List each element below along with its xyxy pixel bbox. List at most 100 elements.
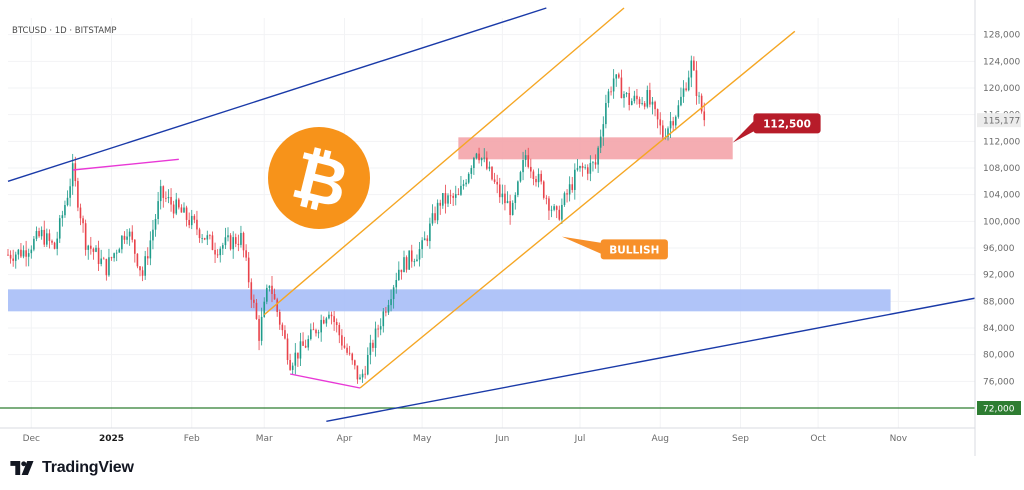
candle-body-140 bbox=[369, 342, 372, 355]
axes: 128,000124,000120,000116,000112,000108,0… bbox=[0, 0, 1024, 456]
candle-body-167 bbox=[439, 202, 442, 206]
candle-187 bbox=[491, 166, 493, 181]
candle-body-171 bbox=[449, 195, 452, 197]
candle-173 bbox=[454, 185, 457, 206]
tradingview-brand[interactable]: TradingView bbox=[10, 457, 134, 479]
candle-body-74 bbox=[198, 229, 201, 239]
candle-52 bbox=[141, 266, 144, 282]
candle-body-107 bbox=[284, 330, 286, 339]
candle-body-243 bbox=[636, 95, 638, 100]
candle-106 bbox=[281, 322, 284, 336]
candle-body-26 bbox=[74, 163, 77, 182]
candle-body-198 bbox=[519, 172, 522, 182]
candle-body-129 bbox=[341, 335, 343, 346]
candle-243 bbox=[636, 88, 638, 105]
candle-body-85 bbox=[227, 235, 229, 238]
candle-body-160 bbox=[421, 240, 423, 250]
chart-background bbox=[0, 0, 1024, 456]
candle-228 bbox=[597, 145, 599, 173]
candle-197 bbox=[517, 180, 519, 198]
candle-body-97 bbox=[258, 318, 260, 341]
candle-97 bbox=[258, 315, 260, 351]
candle-body-141 bbox=[372, 342, 374, 348]
candle-body-59 bbox=[159, 186, 162, 202]
candle-32 bbox=[90, 236, 92, 255]
candle-body-101 bbox=[268, 285, 271, 288]
candle-body-222 bbox=[581, 165, 584, 169]
candle-body-200 bbox=[524, 155, 527, 161]
candle-38 bbox=[105, 258, 108, 281]
candle-209 bbox=[548, 196, 550, 221]
candle-182 bbox=[478, 147, 480, 164]
candle-45 bbox=[123, 231, 126, 244]
candle-54 bbox=[146, 247, 149, 266]
candle-19 bbox=[56, 231, 58, 256]
candle-body-133 bbox=[351, 353, 354, 361]
candle-body-175 bbox=[460, 185, 462, 195]
candle-151 bbox=[398, 261, 400, 281]
candle-78 bbox=[209, 234, 211, 240]
candle-80 bbox=[214, 242, 216, 263]
candle-body-225 bbox=[589, 162, 592, 174]
candle-body-10 bbox=[33, 238, 35, 250]
candle-body-237 bbox=[620, 77, 623, 99]
candle-180 bbox=[473, 156, 475, 175]
candle-body-195 bbox=[511, 202, 514, 216]
candle-body-64 bbox=[172, 204, 175, 214]
candle-242 bbox=[633, 90, 636, 104]
candle-31 bbox=[87, 244, 90, 260]
candle-body-18 bbox=[53, 242, 56, 249]
candle-body-205 bbox=[537, 173, 540, 183]
candle-215 bbox=[563, 191, 566, 207]
candle-body-96 bbox=[255, 302, 258, 319]
candle-26 bbox=[74, 156, 77, 187]
candle-196 bbox=[514, 192, 517, 210]
candle-body-115 bbox=[304, 345, 307, 348]
candle-57 bbox=[154, 214, 157, 237]
candle-body-228 bbox=[597, 147, 599, 165]
candle-body-82 bbox=[219, 248, 222, 256]
candle-61 bbox=[165, 191, 167, 203]
candle-body-242 bbox=[633, 95, 636, 102]
candle-263 bbox=[687, 70, 690, 92]
candle-11 bbox=[35, 226, 38, 242]
candle-body-30 bbox=[84, 223, 87, 250]
candle-body-166 bbox=[436, 202, 439, 221]
candle-105 bbox=[278, 309, 281, 330]
candle-179 bbox=[470, 165, 473, 179]
candle-42 bbox=[115, 249, 118, 262]
candle-body-162 bbox=[426, 238, 429, 242]
y-tick-label-4: 112,000 bbox=[983, 137, 1020, 147]
callouts: 112,500 BULLISH bbox=[561, 113, 821, 260]
last-price-tag bbox=[977, 113, 1021, 128]
candle-157 bbox=[413, 258, 416, 267]
candle-129 bbox=[341, 329, 343, 350]
candle-212 bbox=[555, 205, 558, 219]
candle-123 bbox=[325, 316, 328, 327]
candle-body-105 bbox=[278, 311, 281, 325]
candle-190 bbox=[498, 177, 501, 203]
candle-50 bbox=[136, 253, 139, 269]
candle-body-49 bbox=[134, 239, 136, 254]
candle-222 bbox=[581, 162, 584, 177]
candle-149 bbox=[392, 284, 395, 309]
candle-241 bbox=[630, 98, 633, 106]
candle-79 bbox=[211, 231, 214, 251]
orange-channel-upper bbox=[263, 7, 625, 316]
candle-72 bbox=[193, 214, 196, 224]
candle-13 bbox=[40, 226, 43, 240]
candle-body-2 bbox=[12, 258, 14, 261]
candle-219 bbox=[574, 163, 576, 200]
candle-body-124 bbox=[328, 314, 330, 319]
candle-264 bbox=[690, 55, 693, 88]
candle-36 bbox=[100, 249, 102, 267]
candle-body-263 bbox=[687, 77, 690, 91]
candle-body-92 bbox=[245, 250, 247, 258]
candle-5 bbox=[20, 242, 22, 259]
candle-48 bbox=[131, 225, 134, 243]
candle-8 bbox=[27, 248, 30, 267]
candle-49 bbox=[134, 239, 136, 263]
level-callout-box bbox=[753, 113, 821, 134]
candle-102 bbox=[271, 276, 273, 303]
